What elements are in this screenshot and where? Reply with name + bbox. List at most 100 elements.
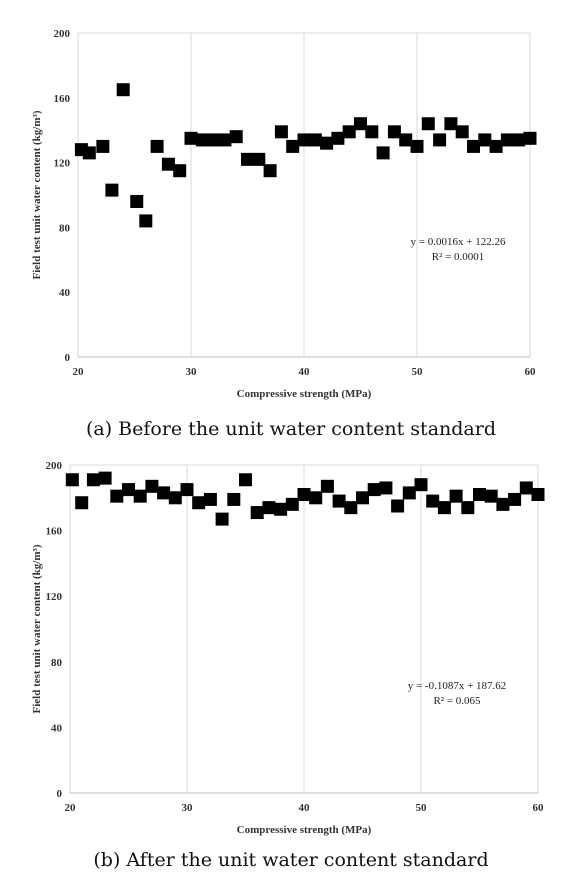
data-point [399, 133, 413, 147]
x-tick-label: 50 [416, 802, 428, 814]
chart-panel-a: 20 30 40 50 60 0 40 80 120 160 200 Compressive stre… [31, 28, 537, 440]
y-tick-label: 40 [59, 287, 71, 299]
y-tick-label: 120 [46, 591, 63, 603]
data-point [192, 496, 206, 510]
data-point [252, 152, 266, 166]
x-tick-label: 60 [525, 366, 537, 378]
data-point [75, 496, 89, 510]
data-point [145, 479, 159, 493]
data-point [173, 164, 187, 178]
data-point [207, 133, 221, 147]
data-point [116, 83, 130, 97]
data-point [455, 125, 469, 139]
data-point [433, 133, 447, 147]
data-point [215, 512, 229, 526]
data-point [286, 139, 300, 153]
x-tick-label: 40 [299, 802, 311, 814]
data-point [320, 479, 334, 493]
data-point [262, 501, 276, 515]
data-point [342, 125, 356, 139]
data-point [263, 164, 277, 178]
caption-b: (b) After the unit water content standar… [93, 849, 489, 871]
data-point [96, 139, 110, 153]
data-point [437, 501, 451, 515]
data-point [82, 146, 96, 160]
data-point [356, 491, 369, 505]
y-tick-label: 160 [54, 93, 71, 105]
data-point [512, 133, 526, 147]
data-point [150, 139, 164, 153]
x-tick-label: 30 [182, 802, 194, 814]
data-point [297, 133, 311, 147]
scatter-chart-a: 20 30 40 50 60 0 40 80 120 160 200 Compressive stre… [31, 28, 537, 400]
data-point [168, 491, 182, 505]
data-point [203, 492, 217, 506]
data-point [402, 486, 416, 500]
data-point [157, 486, 171, 500]
data-point [180, 483, 194, 497]
data-point [65, 473, 79, 487]
y-axis-label: Field test unit water content (kg/m³) [31, 110, 43, 279]
data-point [297, 488, 311, 502]
data-point [414, 478, 428, 492]
data-point [309, 491, 323, 505]
data-point [161, 157, 175, 171]
data-point [110, 489, 124, 503]
x-axis-label: Compressive strength (MPa) [237, 824, 372, 836]
data-point [241, 152, 254, 166]
y-tick-label: 0 [65, 352, 71, 364]
data-point [496, 497, 510, 511]
data-point [229, 130, 243, 144]
y-tick-label: 0 [57, 788, 63, 800]
x-tick-label: 20 [65, 802, 77, 814]
data-point [391, 499, 405, 513]
data-point [227, 492, 241, 506]
data-point [250, 506, 264, 520]
x-tick-label: 60 [533, 802, 545, 814]
data-point [354, 117, 367, 131]
scatter-chart-b: 20 30 40 50 60 0 40 80 120 160 200 Compressive stre… [31, 460, 545, 836]
data-point [320, 136, 334, 150]
y-tick-label: 80 [59, 222, 71, 234]
data-point [98, 471, 112, 485]
data-point [332, 494, 346, 508]
x-axis-label: Compressive strength (MPa) [237, 388, 372, 400]
x-tick-label: 40 [299, 366, 311, 378]
data-point [421, 117, 435, 131]
data-point [410, 139, 424, 153]
data-point [489, 139, 503, 153]
data-point [444, 117, 458, 131]
x-tick-label: 20 [73, 366, 85, 378]
data-point [285, 497, 299, 511]
data-point [367, 483, 381, 497]
data-point [195, 133, 209, 147]
data-point [308, 133, 322, 147]
data-point [274, 502, 288, 516]
data-point [473, 488, 486, 502]
data-point [500, 133, 514, 147]
r-squared-label: R² = 0.065 [433, 695, 481, 707]
data-point [478, 133, 492, 147]
data-point [379, 481, 393, 495]
data-point [331, 131, 345, 145]
data-point [467, 139, 480, 153]
data-point [508, 492, 522, 506]
data-point [139, 214, 153, 228]
y-tick-label: 200 [46, 460, 63, 472]
r-squared-label: R² = 0.0001 [432, 251, 485, 263]
trendline-equation: y = 0.0016x + 122.26 [411, 236, 506, 248]
y-tick-label: 200 [54, 28, 71, 40]
y-tick-label: 160 [46, 526, 63, 538]
data-point [519, 481, 533, 495]
data-point [184, 131, 198, 145]
data-point [387, 125, 401, 139]
data-point [274, 125, 288, 139]
data-point [86, 473, 100, 487]
data-point [122, 483, 135, 497]
chart-panel-b: 20 30 40 50 60 0 40 80 120 160 200 Compressive stre… [0, 452, 582, 887]
data-point [130, 194, 144, 208]
data-point [484, 489, 498, 503]
caption-a: (a) Before the unit water content standa… [85, 418, 496, 440]
data-point [523, 131, 537, 145]
y-tick-label: 80 [51, 657, 63, 669]
